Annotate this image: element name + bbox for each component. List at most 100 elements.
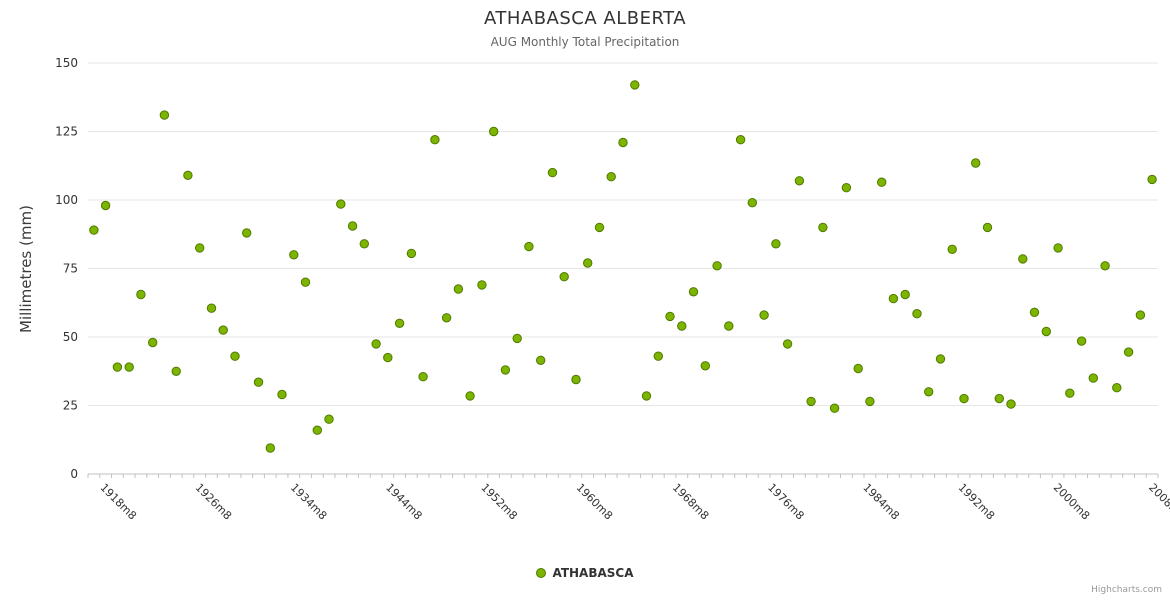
data-point[interactable]: [359, 239, 369, 249]
data-point[interactable]: [383, 352, 393, 363]
data-point[interactable]: [1029, 307, 1040, 317]
data-point[interactable]: [347, 221, 358, 231]
data-point[interactable]: [853, 363, 863, 374]
data-point[interactable]: [371, 339, 381, 349]
data-point[interactable]: [641, 391, 652, 401]
data-point[interactable]: [982, 222, 993, 233]
data-point[interactable]: [571, 374, 581, 385]
data-point[interactable]: [324, 414, 334, 424]
data-point[interactable]: [253, 377, 264, 387]
data-point[interactable]: [195, 243, 205, 253]
data-point[interactable]: [418, 372, 428, 382]
y-grid: [88, 62, 1158, 475]
data-point[interactable]: [841, 183, 852, 193]
data-point[interactable]: [583, 258, 593, 268]
data-point[interactable]: [536, 355, 546, 365]
data-point[interactable]: [489, 126, 499, 137]
data-point[interactable]: [230, 351, 240, 361]
data-point[interactable]: [1088, 373, 1099, 383]
data-point[interactable]: [394, 318, 405, 328]
data-point[interactable]: [618, 137, 628, 148]
data-point[interactable]: [1147, 174, 1157, 185]
data-point[interactable]: [89, 225, 99, 235]
data-point[interactable]: [747, 198, 757, 208]
data-point[interactable]: [700, 361, 710, 371]
data-point[interactable]: [406, 248, 417, 259]
data-point[interactable]: [630, 80, 640, 90]
data-point[interactable]: [336, 199, 346, 209]
data-point[interactable]: [912, 309, 922, 319]
data-point[interactable]: [1065, 388, 1075, 398]
data-point[interactable]: [959, 393, 969, 404]
data-point[interactable]: [677, 321, 687, 331]
data-point[interactable]: [794, 176, 805, 186]
data-point[interactable]: [971, 158, 981, 168]
data-point[interactable]: [441, 313, 452, 323]
data-point[interactable]: [606, 172, 616, 182]
data-point[interactable]: [935, 354, 946, 364]
data-point[interactable]: [900, 289, 910, 300]
data-point[interactable]: [289, 250, 299, 260]
data-point[interactable]: [782, 339, 793, 349]
data-point[interactable]: [547, 167, 558, 178]
data-point[interactable]: [206, 303, 217, 313]
data-point[interactable]: [465, 391, 475, 401]
x-tick-label: 1968m8: [670, 481, 712, 523]
data-point[interactable]: [148, 337, 158, 348]
y-tick-label: 100: [55, 193, 78, 207]
data-point[interactable]: [300, 277, 311, 287]
data-point[interactable]: [242, 228, 252, 238]
data-point[interactable]: [818, 222, 828, 233]
data-point[interactable]: [759, 310, 769, 320]
data-point[interactable]: [559, 272, 569, 282]
y-tick-label: 150: [55, 56, 78, 70]
data-point[interactable]: [112, 362, 123, 372]
data-point[interactable]: [218, 325, 228, 335]
data-point[interactable]: [1100, 261, 1110, 271]
data-point[interactable]: [453, 284, 464, 294]
data-point[interactable]: [136, 289, 146, 300]
data-point[interactable]: [888, 293, 899, 304]
data-point[interactable]: [512, 333, 522, 344]
x-tick-label: 1926m8: [193, 481, 235, 523]
data-point[interactable]: [994, 393, 1004, 404]
credits-link[interactable]: Highcharts.com: [1091, 585, 1162, 595]
data-point[interactable]: [100, 200, 111, 211]
data-point[interactable]: [947, 244, 957, 255]
data-point[interactable]: [877, 177, 887, 187]
data-point[interactable]: [1112, 383, 1122, 393]
data-point[interactable]: [1076, 336, 1087, 346]
data-point[interactable]: [594, 222, 605, 233]
data-point[interactable]: [159, 110, 170, 120]
y-tick-label: 0: [70, 467, 78, 481]
data-point[interactable]: [500, 365, 511, 375]
data-point[interactable]: [771, 239, 781, 249]
data-point[interactable]: [277, 389, 287, 400]
data-point[interactable]: [665, 311, 675, 322]
data-point[interactable]: [1123, 347, 1134, 357]
data-point[interactable]: [477, 280, 487, 290]
data-point[interactable]: [806, 396, 816, 407]
data-point[interactable]: [183, 170, 193, 181]
data-point[interactable]: [1135, 310, 1146, 320]
data-point[interactable]: [171, 366, 181, 376]
data-point[interactable]: [924, 387, 934, 397]
data-point[interactable]: [1018, 254, 1028, 264]
data-point[interactable]: [712, 261, 722, 271]
data-point[interactable]: [653, 351, 663, 361]
data-point[interactable]: [524, 241, 534, 252]
data-point[interactable]: [124, 362, 134, 372]
data-point[interactable]: [865, 396, 875, 407]
legend-item-athabasca[interactable]: ATHABASCA: [536, 566, 634, 580]
data-point[interactable]: [724, 321, 734, 331]
data-point[interactable]: [735, 135, 746, 145]
data-point[interactable]: [312, 425, 322, 435]
data-point[interactable]: [1053, 243, 1063, 253]
data-point[interactable]: [829, 403, 840, 413]
data-point[interactable]: [1041, 326, 1052, 337]
data-point[interactable]: [265, 443, 275, 453]
legend: ATHABASCA: [0, 563, 1170, 582]
data-point[interactable]: [688, 287, 699, 297]
data-point[interactable]: [1006, 399, 1016, 409]
data-point[interactable]: [430, 135, 440, 145]
